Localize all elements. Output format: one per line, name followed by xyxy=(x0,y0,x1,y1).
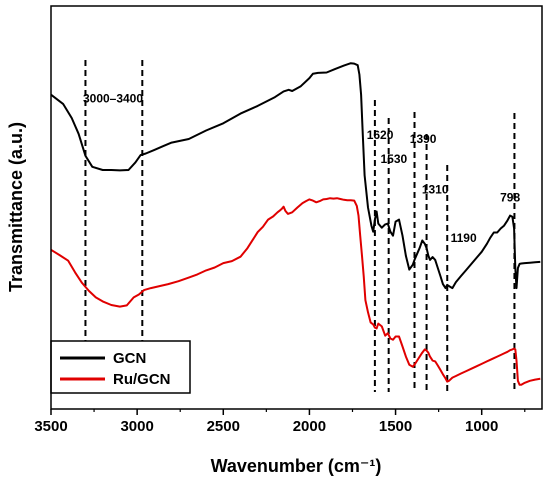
vertical-marker-lines xyxy=(84,60,516,392)
spectra-lines xyxy=(50,62,541,386)
y-axis-title: Transmittance (a.u.) xyxy=(6,122,26,292)
annotation-1390: 1390 xyxy=(410,132,437,146)
x-axis-title: Wavenumber (cm⁻¹) xyxy=(211,456,382,476)
x-axis-ticks: 3500 3000 2500 2000 1500 1000 xyxy=(34,409,526,435)
annotation-3000-3400: 3000–3400 xyxy=(83,92,143,106)
plot-frame xyxy=(50,5,543,410)
x-tick-label-3500: 3500 xyxy=(34,418,67,435)
series-line-gcn xyxy=(50,62,541,290)
annotation-798: 798 xyxy=(500,190,520,204)
annotation-1620: 1620 xyxy=(367,128,394,142)
x-tick-label-2000: 2000 xyxy=(293,418,326,435)
x-tick-label-2500: 2500 xyxy=(207,418,240,435)
annotation-1530: 1530 xyxy=(380,152,407,166)
legend: GCN Ru/GCN xyxy=(50,340,191,394)
legend-label-ru-gcn: Ru/GCN xyxy=(113,371,171,388)
annotation-1310: 1310 xyxy=(422,182,449,196)
x-tick-label-1000: 1000 xyxy=(465,418,498,435)
series-line-ru-gcn xyxy=(50,197,541,386)
annotation-1190: 1190 xyxy=(451,231,477,245)
legend-label-gcn: GCN xyxy=(113,350,146,367)
legend-box xyxy=(50,340,191,394)
x-tick-label-1500: 1500 xyxy=(379,418,412,435)
x-tick-label-3000: 3000 xyxy=(120,418,153,435)
